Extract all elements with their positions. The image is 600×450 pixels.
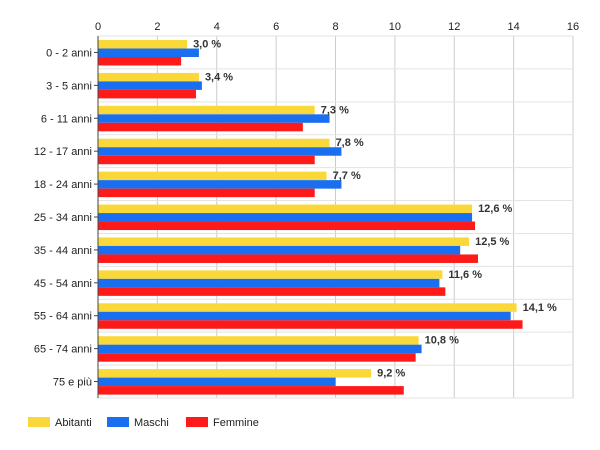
y-category-label-6: 35 - 44 anni [34, 245, 92, 257]
bar-maschi-6 [98, 245, 461, 255]
bar-femmine-1 [98, 89, 196, 99]
bar-abitanti-8 [98, 303, 517, 312]
data-label-8: 14,1 % [523, 302, 557, 314]
x-tick-label-6: 6 [273, 21, 279, 33]
bar-abitanti-2 [98, 105, 315, 115]
legend-label-femmine: Femmine [213, 417, 259, 429]
legend: Abitanti Maschi Femmine [28, 417, 259, 429]
data-label-3: 7,8 % [336, 137, 364, 149]
legend-swatch-abitanti [28, 417, 50, 427]
grid-lines [97, 35, 574, 399]
x-tick-label-16: 16 [567, 21, 579, 33]
bar-maschi-10 [98, 377, 336, 387]
bars-group [98, 40, 523, 395]
data-label-2: 7,3 % [321, 104, 349, 116]
bar-femmine-8 [98, 320, 523, 329]
axes: 0 2 4 6 8 10 12 14 16 0 - 2 anni 3 - 5 anni 6 - 11 … [34, 21, 579, 398]
bar-maschi-7 [98, 278, 440, 288]
x-tick-label-2: 2 [154, 21, 160, 33]
data-label-10: 9,2 % [377, 368, 405, 380]
y-category-label-0: 0 - 2 anni [46, 47, 92, 59]
data-labels-group: 3,0 % 3,4 % 7,3 % 7,8 % 7,7 % 12,6 % 12,5 % 11,… [193, 39, 557, 380]
bar-femmine-7 [98, 287, 446, 296]
bar-maschi-0 [98, 48, 199, 57]
data-label-4: 7,7 % [333, 170, 361, 182]
bar-femmine-9 [98, 353, 416, 362]
y-category-label-4: 18 - 24 anni [34, 179, 92, 191]
bar-femmine-4 [98, 188, 315, 198]
bar-abitanti-7 [98, 270, 443, 279]
data-label-5: 12,6 % [478, 203, 512, 215]
bar-maschi-3 [98, 147, 342, 156]
bar-maschi-9 [98, 344, 422, 354]
x-tick-label-10: 10 [389, 21, 401, 33]
bar-maschi-8 [98, 311, 511, 321]
legend-label-abitanti: Abitanti [55, 417, 92, 429]
data-label-6: 12,5 % [475, 236, 509, 248]
data-label-7: 11,6 % [448, 269, 482, 281]
bar-femmine-6 [98, 254, 478, 263]
bar-maschi-1 [98, 81, 202, 90]
bar-abitanti-10 [98, 369, 372, 378]
x-tick-label-0: 0 [95, 21, 101, 33]
bar-abitanti-1 [98, 72, 199, 82]
y-category-label-5: 25 - 34 anni [34, 212, 92, 224]
bar-maschi-2 [98, 114, 330, 123]
y-category-label-3: 12 - 17 anni [34, 146, 92, 158]
legend-swatch-femmine [186, 417, 208, 427]
data-label-0: 3,0 % [193, 39, 221, 51]
bar-abitanti-3 [98, 138, 330, 148]
y-category-label-9: 65 - 74 anni [34, 344, 92, 356]
y-category-label-2: 6 - 11 anni [41, 113, 92, 125]
y-category-label-8: 55 - 64 anni [34, 311, 92, 323]
bar-abitanti-4 [98, 171, 327, 181]
y-category-label-1: 3 - 5 anni [46, 80, 92, 92]
bar-maschi-5 [98, 213, 473, 222]
bar-abitanti-9 [98, 336, 419, 345]
bar-femmine-10 [98, 386, 404, 395]
x-tick-label-14: 14 [508, 21, 520, 33]
bar-femmine-2 [98, 122, 303, 132]
bar-abitanti-0 [98, 40, 188, 49]
bar-femmine-3 [98, 155, 315, 165]
x-tick-label-4: 4 [214, 21, 220, 33]
bar-maschi-4 [98, 180, 342, 189]
bar-femmine-0 [98, 57, 182, 66]
bar-femmine-5 [98, 221, 476, 231]
data-label-1: 3,4 % [205, 71, 233, 83]
y-category-label-7: 45 - 54 anni [34, 278, 92, 290]
y-category-label-10: 75 e più [53, 377, 92, 389]
bar-abitanti-6 [98, 237, 470, 246]
legend-label-maschi: Maschi [134, 417, 169, 429]
legend-swatch-maschi [107, 417, 129, 427]
bar-abitanti-5 [98, 204, 473, 214]
x-tick-label-12: 12 [448, 21, 460, 33]
data-label-9: 10,8 % [425, 335, 459, 347]
x-tick-label-8: 8 [332, 21, 338, 33]
